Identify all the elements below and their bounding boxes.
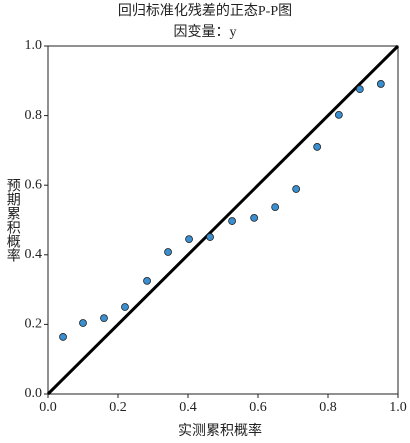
plot-frame (47, 45, 399, 395)
point (334, 111, 343, 119)
x-tick-label: 0.8 (319, 400, 337, 415)
point (228, 217, 237, 225)
y-tick-label: 0.0 (25, 386, 43, 401)
y-axis-label: 预期累积概率 (5, 178, 21, 262)
y-tick-label: 1.0 (25, 38, 43, 53)
x-tick-label: 0.4 (179, 400, 197, 415)
point (292, 185, 301, 193)
y-tick-label: 0.2 (25, 317, 43, 332)
point (100, 314, 108, 323)
x-tick-label: 1.0 (389, 400, 407, 415)
y-tick-label: 0.4 (25, 247, 43, 262)
x-tick-label: 0.0 (39, 400, 57, 415)
point (250, 214, 259, 222)
chart-title: 回归标准化残差的正态P-P图 (118, 2, 292, 19)
x-tick-label: 0.6 (249, 400, 267, 415)
point (59, 333, 67, 341)
point (355, 85, 364, 94)
y-tick-label: 0.8 (25, 108, 43, 123)
chart-subtitle: 因变量：y (174, 24, 237, 40)
point (376, 80, 385, 88)
point (313, 143, 322, 151)
x-tick-label: 0.2 (109, 400, 127, 415)
point (185, 235, 193, 244)
point (164, 248, 172, 256)
point (206, 233, 214, 241)
point (79, 319, 87, 327)
x-axis-label: 实测累积概率 (178, 422, 262, 439)
reference-line (46, 44, 400, 396)
y-tick-label: 0.6 (25, 177, 43, 192)
point (271, 203, 280, 212)
point (143, 276, 151, 285)
point (121, 303, 129, 311)
